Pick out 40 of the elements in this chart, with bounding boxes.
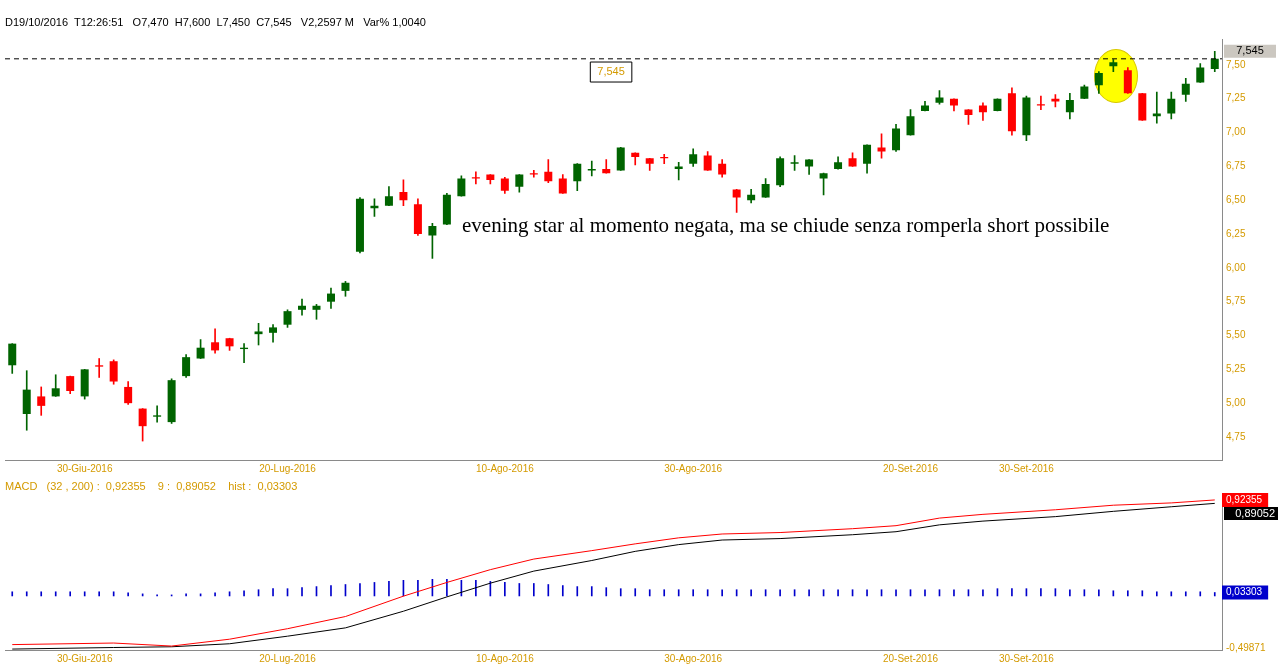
- y-tick-label: 4,75: [1226, 430, 1246, 442]
- y-tick-label: 6,00: [1226, 261, 1246, 273]
- y-tick-label: -0,49871: [1226, 641, 1266, 653]
- y-tick-label: 6,50: [1226, 193, 1246, 205]
- x-tick-label: 30-Set-2016: [998, 462, 1055, 474]
- annotation: evening star al momento negata, ma se chiude senza romperla short possibile: [461, 212, 1110, 237]
- chart-title: MACD (32 , 200) : 0,92355 9 : 0,89052 hist : 0,03303: [5, 479, 298, 492]
- x-tick-label: 20-Set-2016: [882, 462, 939, 474]
- y-tick-label: 0,92355: [1226, 493, 1263, 505]
- x-tick-label: 20-Lug-2016: [259, 652, 317, 664]
- ref-line-label: 7,545: [1236, 44, 1264, 57]
- x-tick-label: 30-Giu-2016: [56, 652, 113, 664]
- y-tick-label: 6,75: [1226, 160, 1246, 172]
- y-tick-label: 6,25: [1226, 227, 1246, 239]
- y-tick-label: 5,00: [1226, 396, 1246, 408]
- x-tick-label: 20-Lug-2016: [259, 462, 317, 474]
- candlestick: [1036, 95, 1045, 110]
- y-tick-label: 7,25: [1226, 92, 1246, 104]
- x-tick-label: 20-Set-2016: [882, 652, 939, 664]
- y-tick-label: 7,00: [1226, 126, 1246, 138]
- candlestick: [529, 170, 538, 178]
- x-tick-label: 30-Ago-2016: [664, 652, 723, 664]
- candlestick: [153, 405, 162, 423]
- y-tick-label: 0,03303: [1226, 586, 1263, 598]
- x-tick-label: 10-Ago-2016: [475, 652, 535, 664]
- chart-subtitle: D19/10/2016 T12:26:51 O7,470 H7,600 L7,450 C7,545 V2,2597 M Var% 1,0040: [5, 15, 426, 28]
- x-tick-label: 30-Set-2016: [998, 652, 1055, 664]
- x-tick-label: 10-Ago-2016: [475, 462, 535, 474]
- candlestick: [471, 171, 480, 185]
- y-tick-label: 5,25: [1226, 363, 1246, 375]
- annotation: 7,545: [597, 65, 625, 78]
- x-tick-label: 30-Giu-2016: [56, 462, 113, 474]
- data-label: 0,89052: [1235, 506, 1275, 519]
- candlestick: [95, 358, 104, 378]
- y-tick-label: 5,75: [1226, 295, 1246, 307]
- candlestick: [674, 162, 683, 181]
- y-tick-label: 5,50: [1226, 329, 1246, 341]
- x-tick-label: 30-Ago-2016: [664, 462, 723, 474]
- y-tick-label: 7,50: [1226, 58, 1246, 70]
- candlestick: [298, 298, 307, 316]
